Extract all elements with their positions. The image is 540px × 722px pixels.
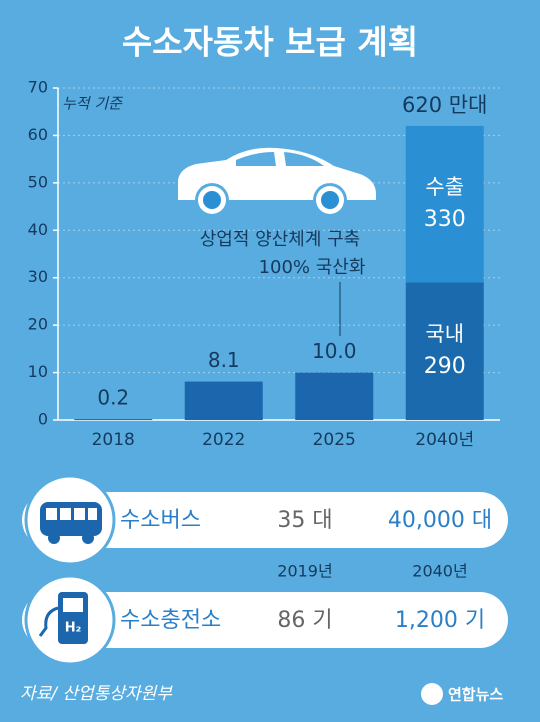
y-tick-label: 20 [28, 315, 48, 334]
row-label: 수소버스 [120, 508, 201, 533]
bus-icon [40, 502, 102, 544]
column-header: 2019년 [277, 562, 332, 581]
station-icon: H₂ [38, 592, 88, 644]
row-label: 수소충전소 [120, 608, 221, 633]
value-label: 0.2 [97, 386, 129, 410]
bar [405, 282, 484, 420]
value-label: 8.1 [208, 348, 240, 372]
bar [74, 419, 153, 421]
x-tick-label: 2022 [202, 430, 245, 450]
cell: 86 기 [277, 608, 332, 633]
y-tick-label: 60 [28, 125, 48, 144]
bar [184, 381, 263, 420]
chart-title: 수소자동차 보급 계획 [122, 23, 418, 62]
value-label: 10.0 [312, 339, 357, 363]
value-label: 330 [424, 207, 466, 232]
logo: 연합뉴스 [448, 686, 503, 704]
value-label: 290 [424, 354, 466, 379]
y-tick-label: 10 [28, 362, 48, 381]
annotation: 100% 국산화 [259, 257, 366, 278]
annotation: 상업적 양산체계 구축 [200, 229, 360, 250]
logo-mark [421, 683, 443, 705]
cell: 35 대 [277, 508, 332, 533]
cell: 40,000 대 [388, 508, 492, 533]
y-tick-label: 30 [28, 267, 48, 286]
y-tick-label: 70 [28, 78, 48, 97]
row-pill [22, 492, 508, 548]
segment-name: 수출 [425, 175, 464, 199]
y-tick-label: 0 [38, 410, 48, 429]
unit-note: 누적 기준 [62, 95, 123, 113]
x-tick-label: 2040년 [415, 430, 474, 450]
bar [405, 125, 484, 283]
x-tick-label: 2025 [313, 430, 356, 450]
source: 자료/ 산업통상자원부 [20, 684, 173, 704]
segment-name: 국내 [425, 322, 464, 346]
car-icon [178, 147, 376, 217]
row-pill [22, 592, 508, 648]
svg-text:H₂: H₂ [65, 621, 82, 636]
total-label: 620 만대 [402, 93, 487, 117]
y-tick-label: 50 [28, 172, 48, 191]
x-tick-label: 2018 [92, 430, 135, 450]
column-header: 2040년 [412, 562, 467, 581]
y-tick-label: 40 [28, 220, 48, 239]
bar [295, 372, 374, 420]
cell: 1,200 기 [395, 608, 485, 633]
